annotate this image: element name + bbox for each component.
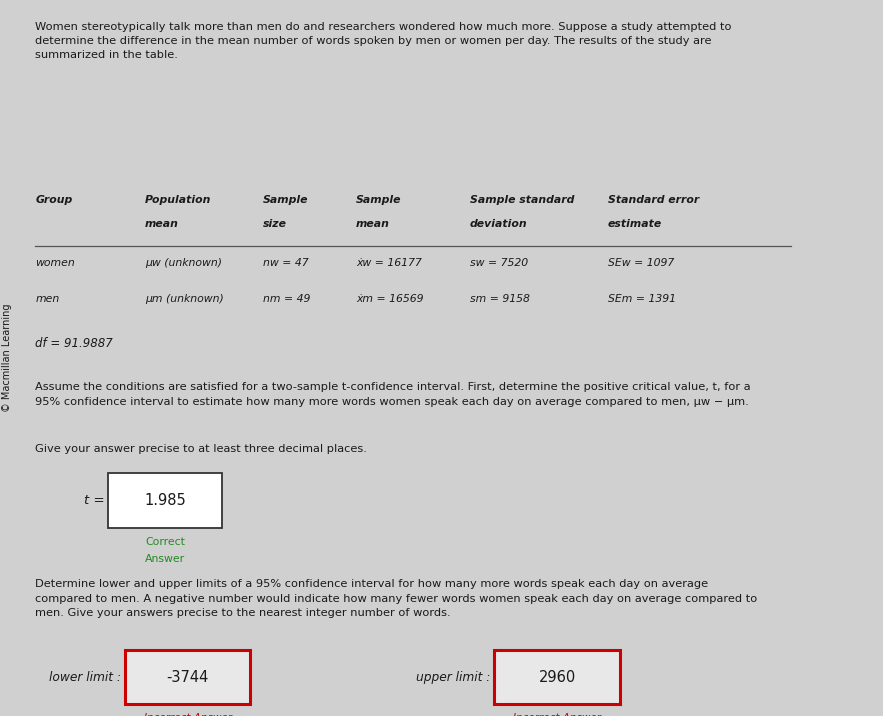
Text: estimate: estimate [608, 218, 662, 228]
Text: nw = 47: nw = 47 [262, 258, 308, 268]
Text: Incorrect Answer: Incorrect Answer [144, 713, 231, 716]
Text: women: women [35, 258, 75, 268]
Text: ẋm = 16569: ẋm = 16569 [356, 294, 424, 304]
Text: df = 91.9887: df = 91.9887 [35, 337, 113, 350]
Text: Sample: Sample [262, 195, 308, 205]
Text: lower limit :: lower limit : [49, 671, 121, 684]
Text: nm = 49: nm = 49 [262, 294, 310, 304]
Text: t =: t = [84, 494, 104, 508]
Text: sw = 7520: sw = 7520 [470, 258, 528, 268]
Text: 1.985: 1.985 [144, 493, 186, 508]
Text: Correct: Correct [146, 537, 185, 547]
Text: μw (unknown): μw (unknown) [145, 258, 222, 268]
Text: Sample standard: Sample standard [470, 195, 574, 205]
Text: mean: mean [145, 218, 178, 228]
FancyBboxPatch shape [494, 650, 620, 704]
Text: SEw = 1097: SEw = 1097 [608, 258, 674, 268]
Text: © Macmillan Learning: © Macmillan Learning [2, 304, 12, 412]
Text: men: men [35, 294, 59, 304]
Text: sm = 9158: sm = 9158 [470, 294, 530, 304]
Text: size: size [262, 218, 287, 228]
Text: μm (unknown): μm (unknown) [145, 294, 223, 304]
Text: Assume the conditions are satisfied for a two-sample t-confidence interval. Firs: Assume the conditions are satisfied for … [35, 382, 751, 407]
Text: Sample: Sample [356, 195, 402, 205]
Text: Standard error: Standard error [608, 195, 699, 205]
Text: Population: Population [145, 195, 211, 205]
FancyBboxPatch shape [125, 650, 251, 704]
Text: 2960: 2960 [539, 669, 576, 684]
Text: mean: mean [356, 218, 390, 228]
Text: Answer: Answer [145, 554, 185, 564]
FancyBboxPatch shape [109, 473, 222, 528]
Text: Give your answer precise to at least three decimal places.: Give your answer precise to at least thr… [35, 444, 367, 454]
Text: ẋw = 16177: ẋw = 16177 [356, 258, 422, 268]
Text: Women stereotypically talk more than men do and researchers wondered how much mo: Women stereotypically talk more than men… [35, 21, 732, 60]
Text: SEm = 1391: SEm = 1391 [608, 294, 675, 304]
Text: upper limit :: upper limit : [416, 671, 490, 684]
Text: deviation: deviation [470, 218, 527, 228]
Text: Determine lower and upper limits of a 95% confidence interval for how many more : Determine lower and upper limits of a 95… [35, 579, 758, 619]
Text: Group: Group [35, 195, 72, 205]
Text: -3744: -3744 [166, 669, 208, 684]
Text: Incorrect Answer: Incorrect Answer [513, 713, 601, 716]
